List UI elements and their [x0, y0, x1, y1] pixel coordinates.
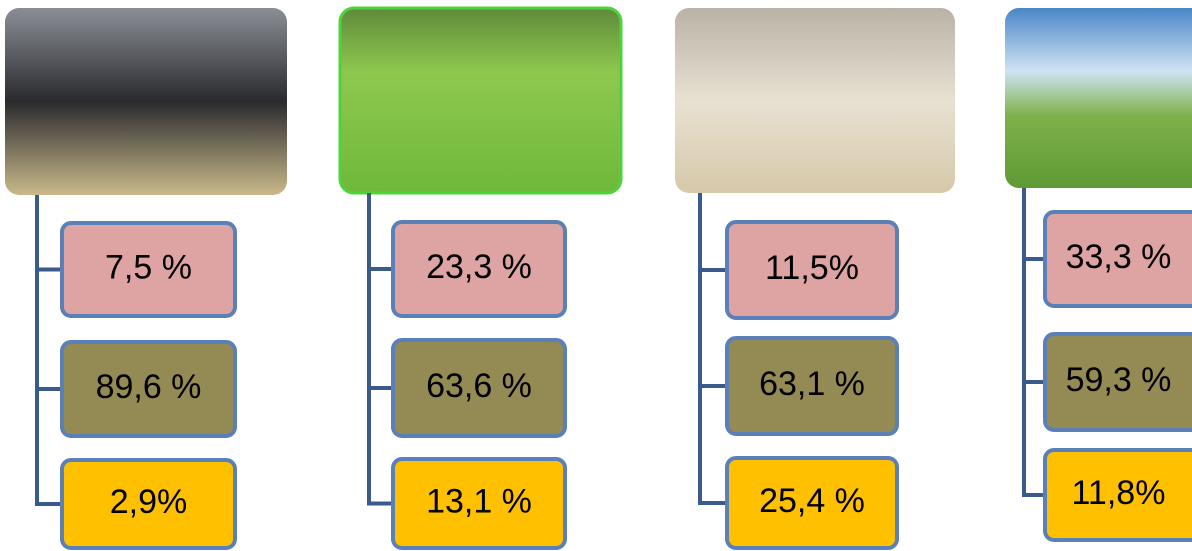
percent-box [60, 221, 237, 318]
percent-label: 89,6 % [96, 368, 202, 406]
percent-label: 7,5 % [105, 248, 192, 286]
percent-box [391, 220, 567, 318]
percent-box [1043, 332, 1192, 432]
percent-label: 2,9% [110, 483, 188, 521]
percent-box [725, 220, 899, 320]
layer: 7,5 % 89,6 % 2,9% 23,3 % 63,6 % 13,1 % 11,5% 63… [5, 6, 1192, 550]
photo [338, 6, 623, 195]
percent-label: 13,1 % [426, 482, 532, 520]
percent-box [60, 458, 237, 550]
percent-label: 11,8% [1072, 474, 1166, 512]
photo [675, 8, 955, 193]
percent-label: 63,1 % [759, 365, 865, 403]
percent-box [391, 338, 567, 438]
percent-box [1043, 210, 1192, 308]
percent-label: 33,3 % [1066, 238, 1172, 276]
percent-box [391, 457, 567, 550]
percent-label: 23,3 % [426, 248, 532, 286]
percent-box [725, 456, 899, 550]
percent-label: 25,4 % [759, 482, 865, 520]
photo [5, 8, 287, 195]
percent-label: 63,6 % [426, 367, 532, 405]
percent-box [1043, 448, 1192, 542]
percent-label: 11,5% [765, 249, 859, 287]
percent-box [725, 336, 899, 436]
percent-box [60, 340, 237, 438]
percent-label: 59,3 % [1066, 361, 1172, 399]
photo [1005, 8, 1192, 188]
